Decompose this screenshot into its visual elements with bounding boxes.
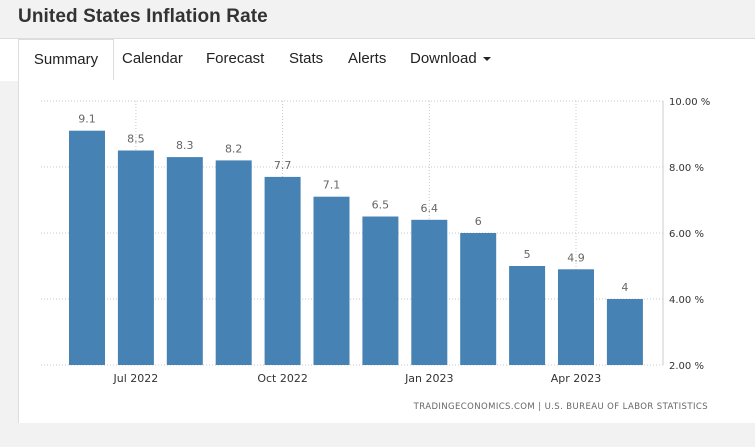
bar-value-label: 7.1 <box>323 179 341 192</box>
bar-value-label: 4.9 <box>567 251 585 264</box>
y-tick-label-3: 4.00 % <box>669 295 704 306</box>
page-title: United States Inflation Rate <box>18 6 268 27</box>
bar-value-label: 6.5 <box>372 199 390 212</box>
tab-alerts[interactable]: Alerts <box>348 50 387 67</box>
x-tick-label-2: Jan 2023 <box>404 372 453 385</box>
bar-value-label: 8.3 <box>176 139 194 152</box>
bar-value-label: 6 <box>475 215 482 228</box>
bar-jun-2022 <box>69 130 105 365</box>
bar-nov-2022 <box>313 196 350 365</box>
bar-value-label: 9.1 <box>78 113 96 126</box>
x-tick-label-3: Apr 2023 <box>551 372 602 385</box>
bar-sep-2022 <box>215 160 252 365</box>
bar-dec-2022 <box>362 216 399 365</box>
bar-value-label: 5 <box>524 248 531 261</box>
y-tick-label-0: 10.00 % <box>669 97 710 108</box>
bar-value-label: 8.5 <box>127 133 145 146</box>
bar-apr-2023 <box>558 269 594 365</box>
tab-download[interactable]: Download <box>410 39 491 79</box>
bar-may-2023 <box>606 299 643 365</box>
tab-stats[interactable]: Stats <box>289 50 324 67</box>
y-tick-label-4: 2.00 % <box>669 361 704 372</box>
y-tick-label-1: 8.00 % <box>669 163 704 174</box>
caret-down-icon <box>482 57 491 62</box>
tab-forecast[interactable]: Forecast <box>206 50 265 67</box>
tab-bar: Summary Calendar Forecast Stats Alerts D… <box>0 38 755 82</box>
y-tick-label-2: 6.00 % <box>669 229 704 240</box>
bar-value-label: 4 <box>621 281 628 294</box>
x-tick-label-1: Oct 2022 <box>257 372 308 385</box>
bar-value-label: 6.4 <box>421 202 439 215</box>
chart-source: TRADINGECONOMICS.COM | U.S. BUREAU OF LA… <box>413 402 708 412</box>
bar-mar-2023 <box>509 266 546 365</box>
tab-summary[interactable]: Summary <box>18 39 114 82</box>
bar-feb-2023 <box>460 233 497 365</box>
bar-jul-2022 <box>117 150 154 365</box>
tab-download-label: Download <box>410 50 477 67</box>
bar-oct-2022 <box>264 176 301 365</box>
chart-panel: 10.00 % 8.00 % 6.00 % 4.00 % 2.00 % 9.1 8.5 8.3… <box>18 80 755 423</box>
inflation-bar-chart: 10.00 % 8.00 % 6.00 % 4.00 % 2.00 % 9.1 8.5 8.3… <box>41 97 710 385</box>
tab-calendar[interactable]: Calendar <box>122 50 183 67</box>
bar-value-label: 8.2 <box>225 142 243 155</box>
bar-aug-2022 <box>166 157 203 365</box>
x-tick-label-0: Jul 2022 <box>113 372 159 385</box>
bar-value-label: 7.7 <box>274 159 292 172</box>
bar-jan-2023 <box>411 219 448 365</box>
